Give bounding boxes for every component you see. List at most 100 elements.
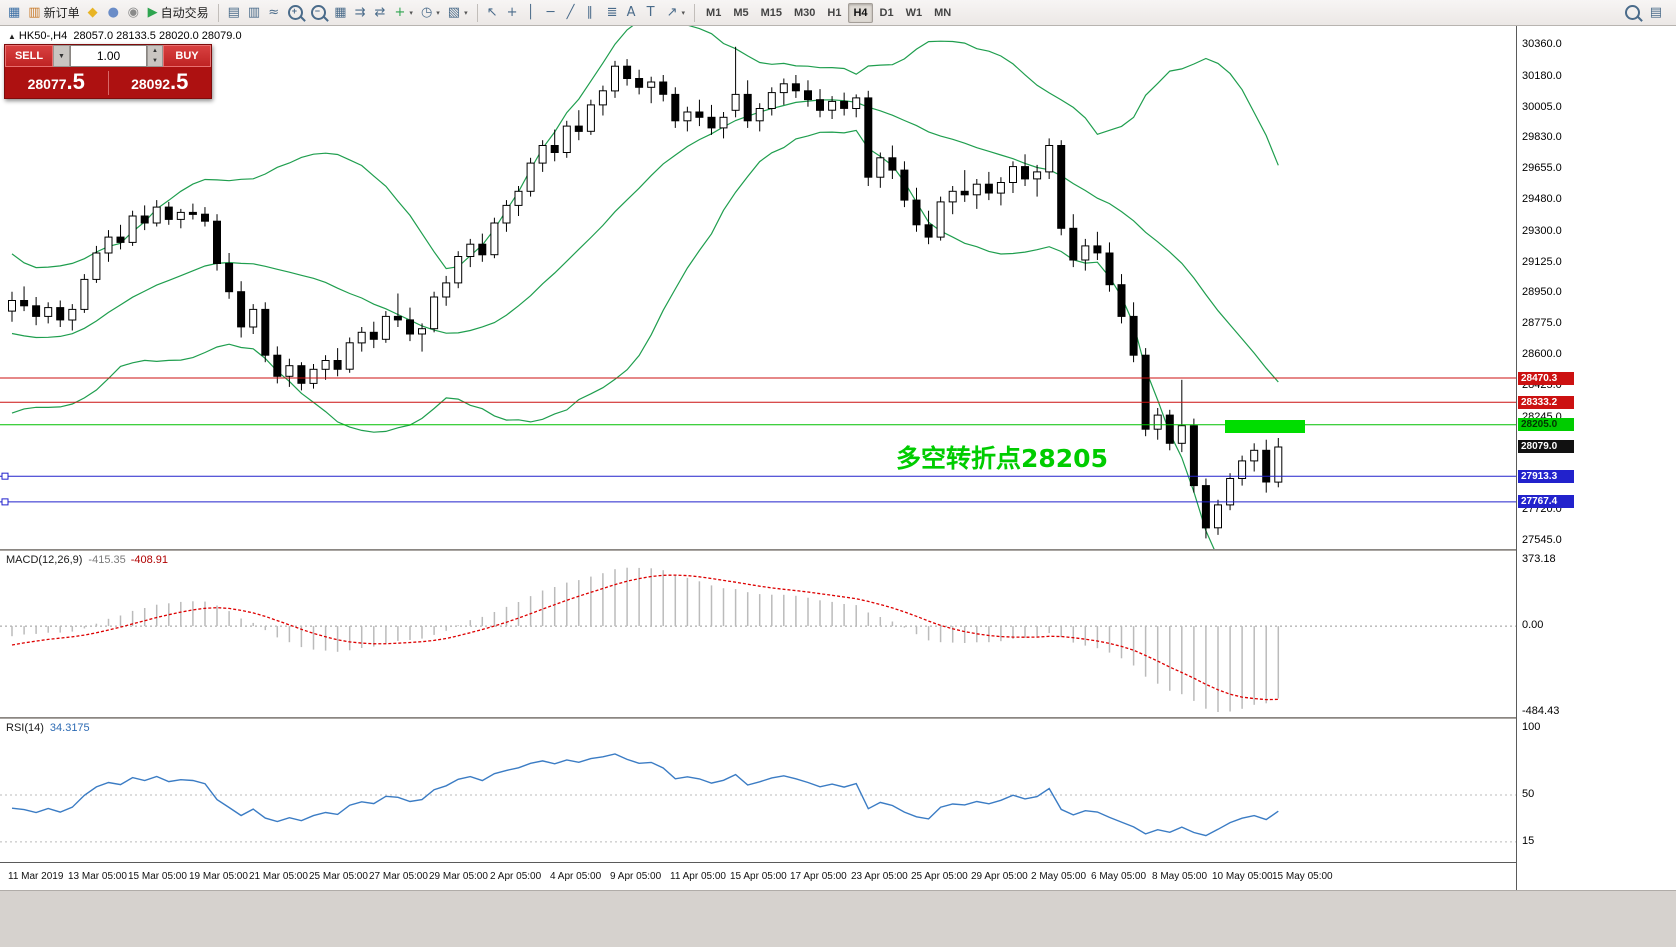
tf-h4-button[interactable]: H4: [848, 2, 873, 23]
text-icon[interactable]: A: [623, 2, 643, 24]
profile-icon[interactable]: ●: [104, 2, 124, 24]
fibonacci-icon: ≣: [606, 5, 618, 20]
line-handle[interactable]: [1, 498, 9, 506]
arrows-button: ↗: [666, 5, 678, 20]
tile-windows-icon[interactable]: ▦: [330, 2, 350, 24]
channel-icon[interactable]: ∥: [583, 2, 603, 24]
data-window-icon[interactable]: ▤: [1646, 2, 1666, 24]
caption-ohlc: 28057.0 28133.5 28020.0 28079.0: [73, 30, 242, 42]
autotrading-button: ▶: [147, 5, 158, 20]
rsi-indicator-label: RSI(14) 34.3175: [6, 722, 90, 734]
bottom-strip: [0, 890, 1676, 947]
crosshair-icon[interactable]: +: [503, 2, 523, 24]
buy-price[interactable]: 28092.5: [131, 68, 189, 94]
tf-m5-button[interactable]: M5: [728, 3, 753, 23]
chart-shift-icon[interactable]: ⇄: [371, 2, 391, 24]
highlight-rect[interactable]: [1225, 420, 1305, 433]
rsi-axis-label: 50: [1522, 788, 1535, 800]
horizontal-line-icon[interactable]: ─: [543, 2, 563, 24]
time-label: 4 Apr 05:00: [550, 871, 602, 882]
vertical-line-icon: │: [526, 5, 535, 20]
macd-name: MACD(12,26,9): [6, 554, 83, 566]
tf-h1-button[interactable]: H1: [822, 3, 846, 23]
tf-m30-button[interactable]: M30: [789, 3, 820, 23]
time-label: 13 Mar 05:00: [68, 871, 127, 882]
candlestick-chart-icon[interactable]: ▥: [244, 2, 264, 24]
one-click-toggle-icon[interactable]: ▲: [8, 32, 16, 41]
bar-chart-icon[interactable]: ▤: [224, 2, 244, 24]
label-icon[interactable]: T: [643, 2, 663, 24]
bollinger-lower-band: [11, 129, 1215, 549]
hat-icon: ◆: [87, 5, 98, 20]
macd-canvas[interactable]: [0, 551, 1516, 717]
line-handle[interactable]: [1, 472, 9, 480]
cursor-icon[interactable]: ↖: [483, 2, 503, 24]
tf-w1-button[interactable]: W1: [901, 3, 928, 23]
macd-value: -415.35: [88, 554, 126, 566]
price-tick: 28600.0: [1522, 348, 1562, 360]
caption-symbol: HK50-,H4: [18, 30, 68, 42]
templates-button: ▧: [447, 5, 461, 20]
line-chart-icon[interactable]: ≈: [264, 2, 284, 24]
time-label: 9 Apr 05:00: [610, 871, 662, 882]
price-tick: 29300.0: [1522, 225, 1562, 237]
support-icon[interactable]: ◉: [124, 2, 144, 24]
templates-button[interactable]: ▧ ▾: [444, 2, 472, 24]
indicators-button[interactable]: + ▾: [391, 2, 417, 24]
profile-icon: ●: [107, 5, 119, 20]
price-tick: 29125.0: [1522, 256, 1562, 268]
sell-price[interactable]: 28077.5: [27, 68, 85, 94]
candlestick-chart-icon: ▥: [247, 5, 261, 20]
panel-splitter[interactable]: [0, 549, 1676, 551]
time-label: 15 May 05:00: [1272, 871, 1333, 882]
tf-m15-button[interactable]: M15: [756, 3, 787, 23]
zoom-out-icon: −: [311, 5, 327, 20]
volume-input[interactable]: [70, 45, 147, 67]
arrows-button[interactable]: ↗ ▾: [663, 2, 689, 24]
rsi-canvas[interactable]: [0, 719, 1516, 862]
price-tick: 29830.0: [1522, 131, 1562, 143]
vertical-line-icon[interactable]: │: [523, 2, 543, 24]
panel-splitter[interactable]: [0, 717, 1676, 719]
volume-stepper-up-icon[interactable]: ▲: [152, 48, 158, 54]
price-marker: 27913.3: [1518, 470, 1574, 483]
main-chart-canvas[interactable]: 多空转折点28205: [0, 26, 1516, 549]
bar-chart-icon: ▤: [227, 5, 240, 20]
channel-icon: ∥: [586, 5, 594, 20]
tf-d1-button[interactable]: D1: [875, 3, 899, 23]
zoom-in-icon[interactable]: +: [284, 2, 307, 24]
new-order-button[interactable]: ▥ 新订单: [24, 2, 83, 24]
autotrading-button[interactable]: ▶ 自动交易: [144, 2, 213, 24]
hat-icon[interactable]: ◆: [84, 2, 104, 24]
time-axis[interactable]: 11 Mar 2019 13 Mar 05:00 15 Mar 05:00 19 Ma…: [0, 862, 1516, 890]
trendline-icon[interactable]: ╱: [563, 2, 583, 24]
volume-dropdown-icon[interactable]: ▼: [53, 45, 70, 67]
search-icon: [1624, 5, 1640, 20]
time-label: 15 Mar 05:00: [128, 871, 187, 882]
chart-annotation-text[interactable]: 多空转折点28205: [896, 444, 1108, 473]
chart-window-icon[interactable]: ▦: [4, 2, 24, 24]
rsi-line: [11, 753, 1279, 837]
periods-button: ◷: [420, 5, 433, 20]
price-tick: 30180.0: [1522, 70, 1562, 82]
volume-stepper[interactable]: ▲ ▼: [147, 45, 163, 67]
volume-stepper-down-icon[interactable]: ▼: [152, 58, 158, 64]
rsi-value: 34.3175: [49, 722, 90, 734]
price-axis[interactable]: 30360.0 30180.0 30005.0 29830.0 29655.0 29480…: [1516, 26, 1676, 890]
zoom-in-icon: +: [288, 5, 304, 20]
sell-button[interactable]: SELL: [5, 45, 53, 67]
zoom-out-icon[interactable]: −: [307, 2, 330, 24]
macd-axis-label: 373.18: [1522, 553, 1556, 565]
periods-button[interactable]: ◷ ▾: [417, 2, 444, 24]
tf-mn-button[interactable]: MN: [929, 3, 956, 23]
tf-m1-button[interactable]: M1: [701, 3, 726, 23]
buy-button[interactable]: BUY: [163, 45, 211, 67]
one-click-trade-panel: SELL ▼ ▲ ▼ BUY 28077.5 28092.5: [4, 44, 212, 99]
time-label: 10 May 05:00: [1212, 871, 1273, 882]
fibonacci-icon[interactable]: ≣: [603, 2, 623, 24]
time-label: 25 Mar 05:00: [309, 871, 368, 882]
macd-indicator-label: MACD(12,26,9) -415.35 -408.91: [6, 554, 168, 566]
search-icon[interactable]: [1621, 2, 1644, 24]
auto-scroll-icon[interactable]: ⇉: [351, 2, 371, 24]
